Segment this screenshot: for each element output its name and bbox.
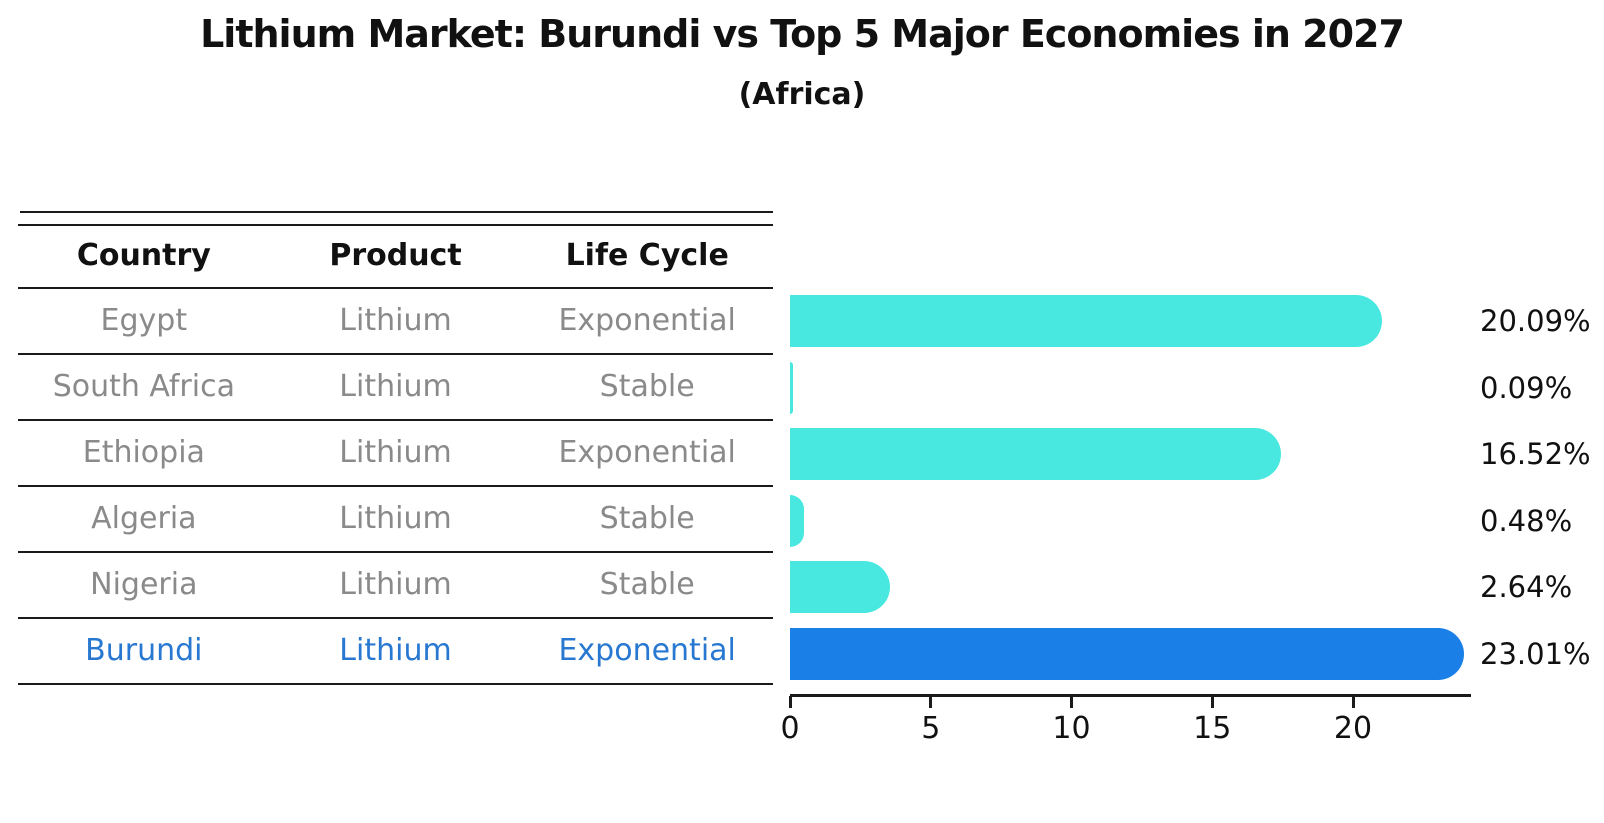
table-header-row: Country Product Life Cycle	[18, 224, 773, 287]
table-row: Algeria Lithium Stable	[18, 484, 773, 551]
cell-product: Lithium	[339, 632, 452, 668]
cell-country: Nigeria	[90, 566, 198, 602]
table-row: Ethiopia Lithium Exponential	[18, 418, 773, 485]
cell-country: South Africa	[52, 368, 235, 404]
col-header-lifecycle: Life Cycle	[565, 238, 729, 274]
cell-life_cycle: Exponential	[558, 632, 736, 668]
x-tick-label: 5	[921, 711, 941, 746]
cell-life_cycle: Stable	[599, 368, 695, 404]
x-tick-label: 0	[780, 711, 800, 746]
col-header-product: Product	[329, 238, 462, 274]
table-row: Egypt Lithium Exponential	[18, 286, 773, 353]
x-tick-mark	[1351, 696, 1355, 708]
cell-product: Lithium	[339, 566, 452, 602]
x-tick-mark	[788, 696, 792, 708]
cell-country: Egypt	[100, 302, 188, 338]
cell-life_cycle: Exponential	[558, 302, 736, 338]
x-tick-label: 20	[1333, 711, 1373, 746]
x-tick-label: 15	[1193, 711, 1232, 746]
cell-product: Lithium	[339, 302, 452, 338]
table-row: Nigeria Lithium Stable	[18, 550, 773, 617]
cell-country: Algeria	[91, 500, 197, 536]
cell-product: Lithium	[339, 368, 452, 404]
value-label: 23.01%	[1480, 636, 1591, 671]
table-top-rule	[20, 211, 773, 213]
cell-product: Lithium	[339, 500, 452, 536]
table-row: Burundi Lithium Exponential	[18, 616, 773, 683]
cell-country: Ethiopia	[82, 434, 205, 470]
value-label: 0.48%	[1480, 503, 1573, 538]
table-row: South Africa Lithium Stable	[18, 352, 773, 419]
value-label: 2.64%	[1480, 570, 1573, 604]
cell-life_cycle: Stable	[599, 566, 695, 602]
value-label: 20.09%	[1480, 304, 1591, 338]
page-title: Lithium Market: Burundi vs Top 5 Major E…	[200, 12, 1405, 56]
bar-south-africa	[790, 361, 793, 414]
value-label: 0.09%	[1480, 370, 1573, 405]
cell-product: Lithium	[339, 434, 452, 470]
cell-country: Burundi	[85, 632, 203, 668]
x-axis-line	[790, 693, 1471, 697]
page-subtitle: (Africa)	[738, 77, 866, 112]
data-table: Country Product Life Cycle Egypt Lithium E…	[18, 224, 773, 685]
col-header-country: Country	[76, 238, 211, 274]
value-label: 16.52%	[1480, 437, 1591, 471]
table-body: Egypt Lithium Exponential South Africa Lithi…	[18, 286, 773, 683]
cell-life_cycle: Stable	[599, 500, 695, 536]
x-tick-mark	[929, 696, 933, 708]
x-tick-label: 10	[1052, 711, 1091, 746]
bar-algeria	[790, 494, 804, 547]
bar-nigeria	[790, 561, 891, 613]
x-tick-mark	[1210, 696, 1214, 708]
bar-egypt	[790, 295, 1382, 347]
cell-life_cycle: Exponential	[558, 434, 736, 470]
bar-burundi	[790, 627, 1464, 680]
bar-ethiopia	[790, 428, 1282, 480]
x-tick-mark	[1070, 696, 1073, 708]
